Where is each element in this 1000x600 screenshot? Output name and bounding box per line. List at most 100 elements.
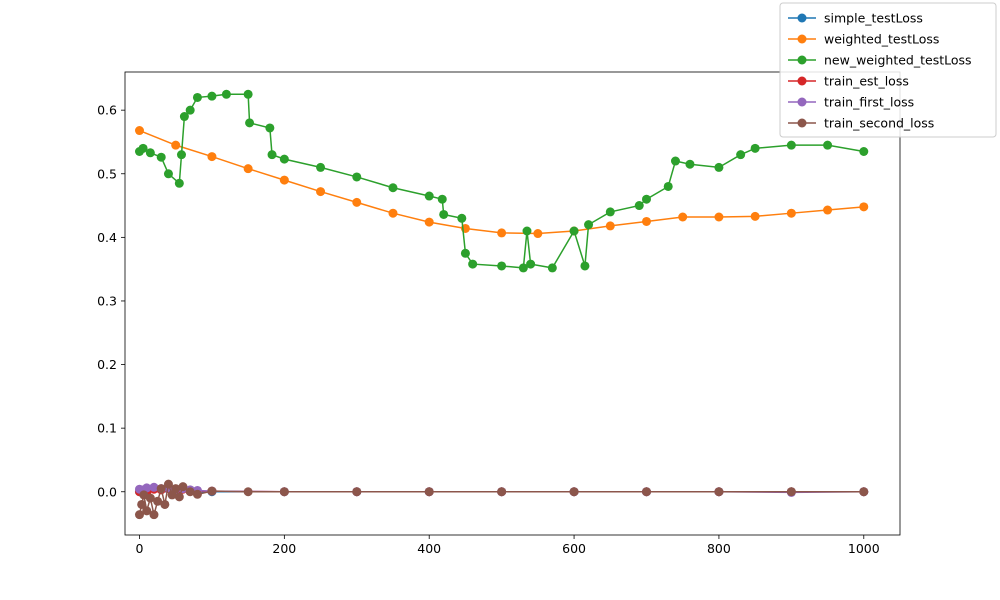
data-point-weighted_testLoss	[352, 197, 362, 207]
data-point-train_second_loss	[134, 510, 144, 520]
data-point-train_second_loss	[786, 487, 796, 497]
legend: simple_testLoss weighted_testLoss new_weig…	[779, 2, 997, 138]
data-point-train_second_loss	[859, 487, 869, 497]
data-point-train_second_loss	[156, 484, 166, 494]
data-point-weighted_testLoss	[714, 212, 724, 222]
y-tick-label: 0.0	[97, 484, 117, 499]
data-point-new_weighted_testLoss	[457, 213, 467, 223]
legend-label: train_est_loss	[824, 74, 909, 89]
data-point-new_weighted_testLoss	[174, 178, 184, 188]
plot-area	[125, 72, 900, 535]
data-point-new_weighted_testLoss	[192, 92, 202, 102]
legend-label: simple_testLoss	[824, 11, 923, 26]
y-tick-label: 0.1	[97, 421, 117, 436]
legend-swatch-marker	[797, 34, 807, 44]
data-point-train_second_loss	[178, 482, 188, 492]
data-point-new_weighted_testLoss	[641, 194, 651, 204]
data-point-new_weighted_testLoss	[786, 140, 796, 150]
data-point-new_weighted_testLoss	[670, 156, 680, 166]
data-point-train_second_loss	[569, 487, 579, 497]
x-tick-label: 0	[136, 541, 144, 556]
data-point-new_weighted_testLoss	[518, 263, 528, 273]
data-point-train_second_loss	[153, 496, 163, 506]
legend-frame	[779, 2, 997, 138]
data-point-train_second_loss	[142, 506, 152, 516]
data-point-new_weighted_testLoss	[267, 150, 277, 160]
data-point-new_weighted_testLoss	[460, 248, 470, 258]
data-point-new_weighted_testLoss	[663, 181, 673, 191]
data-point-weighted_testLoss	[316, 187, 326, 197]
data-point-new_weighted_testLoss	[243, 89, 253, 99]
data-point-new_weighted_testLoss	[179, 112, 189, 122]
data-point-train_second_loss	[174, 492, 184, 502]
data-point-new_weighted_testLoss	[138, 143, 148, 153]
axes: 0 200 400 600 800 1000 0.0 0.1 0.2 0.3 0.4 0.5 0.6	[97, 71, 901, 556]
data-point-new_weighted_testLoss	[605, 207, 615, 217]
y-tick-label: 0.3	[97, 293, 117, 308]
data-point-weighted_testLoss	[279, 175, 289, 185]
y-tick-label: 0.4	[97, 230, 117, 245]
x-tick-label: 200	[272, 541, 296, 556]
data-point-new_weighted_testLoss	[388, 183, 398, 193]
data-point-new_weighted_testLoss	[736, 150, 746, 160]
data-point-weighted_testLoss	[497, 228, 507, 238]
data-point-weighted_testLoss	[171, 140, 181, 150]
data-point-train_second_loss	[641, 487, 651, 497]
data-point-new_weighted_testLoss	[265, 123, 275, 133]
data-point-train_first_loss	[149, 482, 159, 492]
data-point-new_weighted_testLoss	[176, 150, 186, 160]
data-point-train_second_loss	[163, 479, 173, 489]
legend-swatch-marker	[797, 118, 807, 128]
data-point-new_weighted_testLoss	[685, 159, 695, 169]
plot-frame	[124, 71, 901, 536]
y-tick-label: 0.2	[97, 357, 117, 372]
data-point-weighted_testLoss	[388, 208, 398, 218]
data-point-weighted_testLoss	[641, 216, 651, 226]
legend-label: train_second_loss	[824, 116, 934, 131]
data-point-new_weighted_testLoss	[163, 169, 173, 179]
data-point-weighted_testLoss	[605, 221, 615, 231]
data-point-new_weighted_testLoss	[714, 162, 724, 172]
data-point-new_weighted_testLoss	[468, 259, 478, 269]
data-point-train_second_loss	[149, 510, 159, 520]
data-point-weighted_testLoss	[859, 202, 869, 212]
legend-item-simple_testLoss: simple_testLoss	[788, 11, 923, 26]
data-point-weighted_testLoss	[243, 164, 253, 174]
legend-item-new_weighted_testLoss: new_weighted_testLoss	[788, 53, 972, 68]
legend-swatch-marker	[797, 97, 807, 107]
data-point-train_second_loss	[207, 486, 217, 496]
data-point-weighted_testLoss	[533, 229, 543, 239]
x-tick-label: 1000	[848, 541, 880, 556]
series-new_weighted_testLoss	[134, 89, 869, 273]
data-point-new_weighted_testLoss	[547, 263, 557, 273]
data-point-train_second_loss	[352, 487, 362, 497]
data-point-new_weighted_testLoss	[584, 220, 594, 230]
y-tick-label: 0.6	[97, 103, 117, 118]
data-point-weighted_testLoss	[424, 217, 434, 227]
data-point-train_second_loss	[160, 499, 170, 509]
legend-item-weighted_testLoss: weighted_testLoss	[788, 32, 939, 47]
data-point-train_second_loss	[243, 487, 253, 497]
data-point-new_weighted_testLoss	[437, 194, 447, 204]
data-point-new_weighted_testLoss	[439, 209, 449, 219]
legend-label: weighted_testLoss	[824, 32, 939, 47]
legend-item-train_first_loss: train_first_loss	[788, 95, 914, 110]
data-point-new_weighted_testLoss	[245, 118, 255, 128]
data-point-train_second_loss	[137, 499, 147, 509]
data-point-new_weighted_testLoss	[424, 191, 434, 201]
data-point-new_weighted_testLoss	[145, 148, 155, 158]
data-point-new_weighted_testLoss	[569, 226, 579, 236]
data-point-new_weighted_testLoss	[526, 259, 536, 269]
data-point-train_second_loss	[185, 487, 195, 497]
data-point-train_second_loss	[192, 489, 202, 499]
data-point-new_weighted_testLoss	[156, 152, 166, 162]
x-tick-label: 600	[562, 541, 586, 556]
legend-label: train_first_loss	[824, 95, 914, 110]
data-point-train_first_loss	[142, 483, 152, 493]
data-point-train_second_loss	[145, 493, 155, 503]
y-tick-label: 0.5	[97, 166, 117, 181]
x-tick-label: 400	[417, 541, 441, 556]
legend-item-train_second_loss: train_second_loss	[788, 116, 934, 131]
data-point-new_weighted_testLoss	[279, 154, 289, 164]
